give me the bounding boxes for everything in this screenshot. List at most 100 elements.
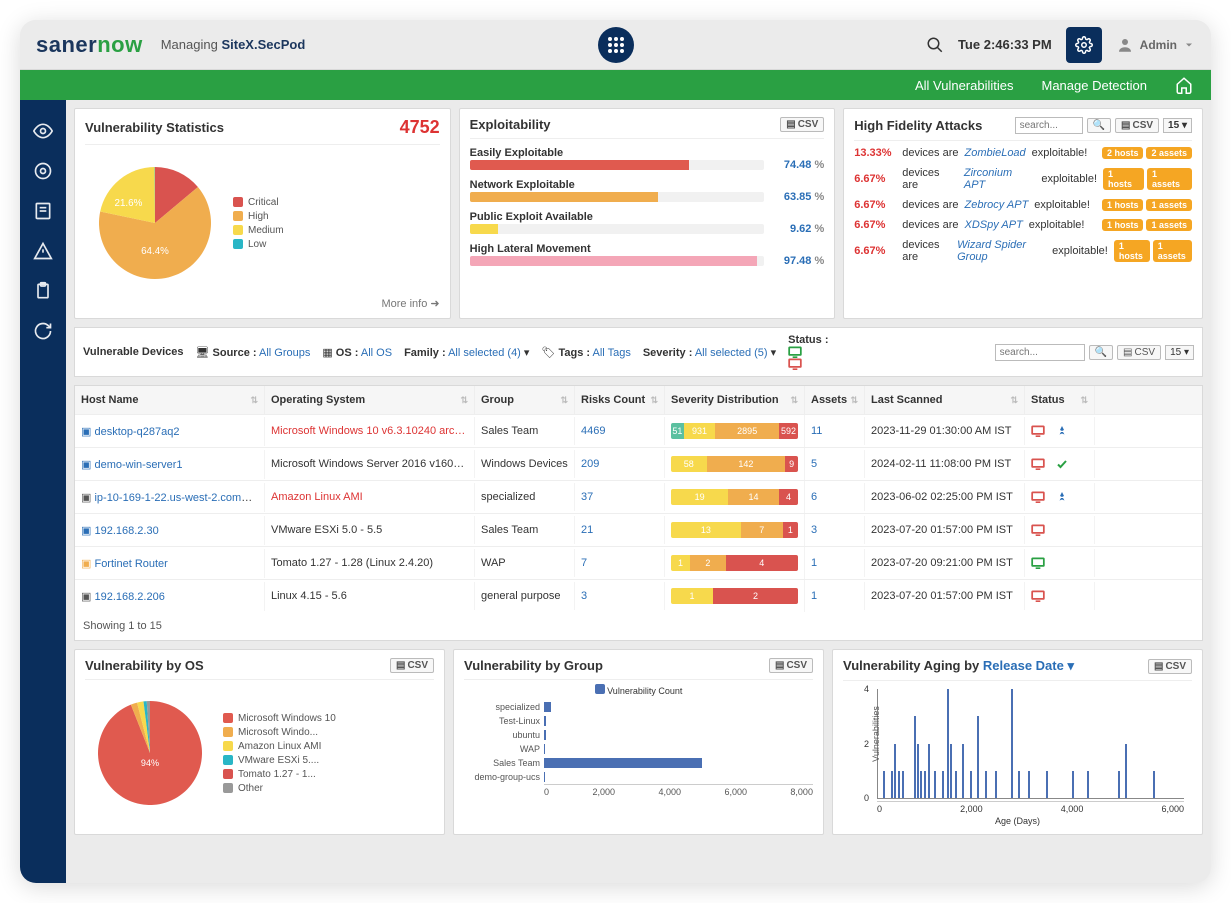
risk-count-link[interactable]: 209 — [581, 458, 599, 470]
assets-badge[interactable]: 1 assets — [1147, 168, 1192, 190]
status-cell — [1025, 549, 1095, 577]
csv-button[interactable]: ▤ CSV — [1115, 118, 1159, 133]
chevron-down-icon — [1183, 39, 1195, 51]
filter-tags[interactable]: 🏷 Tags : All Tags — [541, 346, 630, 359]
risk-count-link[interactable]: 4469 — [581, 425, 605, 437]
assets-link[interactable]: 5 — [811, 458, 817, 470]
assets-badge[interactable]: 1 assets — [1153, 240, 1192, 262]
risk-count-link[interactable]: 3 — [581, 590, 587, 602]
col-header[interactable]: Last Scanned⇅ — [865, 386, 1025, 414]
nav-gear-icon[interactable] — [32, 160, 54, 182]
severity-bar: 1371 — [671, 522, 798, 538]
nav-alert-icon[interactable] — [32, 240, 54, 262]
hfa-page-size[interactable]: 15 ▾ — [1163, 118, 1192, 133]
col-header[interactable]: Operating System⇅ — [265, 386, 475, 414]
hfa-threat-link[interactable]: Wizard Spider Group — [957, 239, 1046, 263]
nav-report-icon[interactable] — [32, 200, 54, 222]
brand-prefix: saner — [36, 32, 97, 57]
col-header[interactable]: Host Name⇅ — [75, 386, 265, 414]
nav-all-vulnerabilities[interactable]: All Vulnerabilities — [915, 78, 1014, 93]
device-page-size[interactable]: 15 ▾ — [1165, 345, 1194, 360]
card-title: Vulnerability by Group — [464, 658, 603, 673]
severity-bar: 124 — [671, 555, 798, 571]
csv-button[interactable]: ▤ CSV — [780, 117, 824, 132]
home-icon[interactable] — [1175, 76, 1193, 94]
risk-count-link[interactable]: 37 — [581, 491, 593, 503]
status-cell — [1025, 417, 1095, 445]
filter-status[interactable]: Status : — [788, 334, 828, 370]
legend-item: Critical — [233, 197, 284, 208]
hosts-badge[interactable]: 1 hosts — [1102, 199, 1144, 211]
filter-title: Vulnerable Devices — [83, 346, 183, 358]
assets-badge[interactable]: 1 assets — [1146, 219, 1192, 231]
svg-text:21.6%: 21.6% — [115, 198, 143, 209]
legend-item: VMware ESXi 5.... — [223, 755, 336, 766]
hfa-threat-link[interactable]: Zebrocy APT — [965, 199, 1029, 211]
exploit-item: Public Exploit Available 9.62 % — [470, 211, 825, 235]
device-search-button[interactable]: 🔍 — [1089, 345, 1113, 360]
filter-os[interactable]: ▦ OS : All OS — [322, 346, 392, 359]
table-row[interactable]: ▣ 192.168.2.206 Linux 4.15 - 5.6 general… — [75, 579, 1202, 612]
csv-button[interactable]: ▤ CSV — [769, 658, 813, 673]
aging-chart: Vulnerabilities 024 — [877, 689, 1184, 799]
hosts-badge[interactable]: 2 hosts — [1102, 147, 1144, 159]
filter-source[interactable]: 🖥 Source : All Groups — [195, 346, 310, 359]
legend-item: High — [233, 211, 284, 222]
col-header[interactable]: Risks Count⇅ — [575, 386, 665, 414]
group-bar: Sales Team — [544, 756, 813, 770]
assets-badge[interactable]: 1 assets — [1146, 199, 1192, 211]
hfa-search-input[interactable] — [1015, 117, 1083, 134]
host-link[interactable]: ip-10-169-1-22.us-west-2.compute... — [94, 492, 265, 504]
managing-site[interactable]: SiteX.SecPod — [221, 37, 305, 52]
table-row[interactable]: ▣ demo-win-server1 Microsoft Windows Ser… — [75, 447, 1202, 480]
more-info-link[interactable]: More info ➜ — [85, 293, 440, 310]
hfa-threat-link[interactable]: ZombieLoad — [965, 147, 1026, 159]
hosts-badge[interactable]: 1 hosts — [1114, 240, 1150, 262]
risk-count-link[interactable]: 7 — [581, 557, 587, 569]
host-link[interactable]: Fortinet Router — [94, 558, 167, 570]
host-link[interactable]: 192.168.2.30 — [94, 525, 158, 537]
hfa-threat-link[interactable]: Zirconium APT — [964, 167, 1035, 191]
assets-link[interactable]: 6 — [811, 491, 817, 503]
table-row[interactable]: ▣ ip-10-169-1-22.us-west-2.compute... Am… — [75, 480, 1202, 513]
filter-family[interactable]: Family : All selected (4) ▾ — [404, 346, 529, 359]
grid-icon — [607, 36, 625, 54]
hfa-threat-link[interactable]: XDSpy APT — [965, 219, 1023, 231]
user-icon — [1116, 36, 1134, 54]
assets-badge[interactable]: 2 assets — [1146, 147, 1192, 159]
nav-refresh-icon[interactable] — [32, 320, 54, 342]
apps-grid-button[interactable] — [598, 27, 634, 63]
settings-button[interactable] — [1066, 27, 1102, 63]
hosts-badge[interactable]: 1 hosts — [1103, 168, 1144, 190]
search-icon[interactable] — [926, 36, 944, 54]
hfa-search-button[interactable]: 🔍 — [1087, 118, 1111, 133]
nav-manage-detection[interactable]: Manage Detection — [1041, 78, 1147, 93]
brand-logo: sanernow — [36, 32, 143, 58]
assets-link[interactable]: 3 — [811, 524, 817, 536]
col-header[interactable]: Status⇅ — [1025, 386, 1095, 414]
severity-bar: 12 — [671, 588, 798, 604]
col-header[interactable]: Group⇅ — [475, 386, 575, 414]
risk-count-link[interactable]: 21 — [581, 524, 593, 536]
hosts-badge[interactable]: 1 hosts — [1102, 219, 1144, 231]
table-row[interactable]: ▣ desktop-q287aq2 Microsoft Windows 10 v… — [75, 414, 1202, 447]
host-link[interactable]: demo-win-server1 — [94, 459, 182, 471]
host-link[interactable]: desktop-q287aq2 — [94, 426, 179, 438]
assets-link[interactable]: 11 — [811, 425, 822, 437]
csv-button[interactable]: ▤ CSV — [1148, 659, 1192, 674]
host-link[interactable]: 192.168.2.206 — [94, 591, 164, 603]
assets-link[interactable]: 1 — [811, 557, 817, 569]
csv-button[interactable]: ▤ CSV — [390, 658, 434, 673]
nav-eye-icon[interactable] — [32, 120, 54, 142]
assets-link[interactable]: 1 — [811, 590, 817, 602]
device-search-input[interactable] — [995, 344, 1085, 361]
aging-mode-link[interactable]: Release Date ▾ — [983, 658, 1074, 673]
admin-menu[interactable]: Admin — [1116, 36, 1195, 54]
col-header[interactable]: Severity Distribution⇅ — [665, 386, 805, 414]
csv-button[interactable]: ▤ CSV — [1117, 345, 1161, 360]
table-row[interactable]: ▣ 192.168.2.30 VMware ESXi 5.0 - 5.5 Sal… — [75, 513, 1202, 546]
col-header[interactable]: Assets⇅ — [805, 386, 865, 414]
filter-severity[interactable]: Severity : All selected (5) ▾ — [643, 346, 776, 359]
nav-clipboard-icon[interactable] — [32, 280, 54, 302]
table-row[interactable]: ▣ Fortinet Router Tomato 1.27 - 1.28 (Li… — [75, 546, 1202, 579]
